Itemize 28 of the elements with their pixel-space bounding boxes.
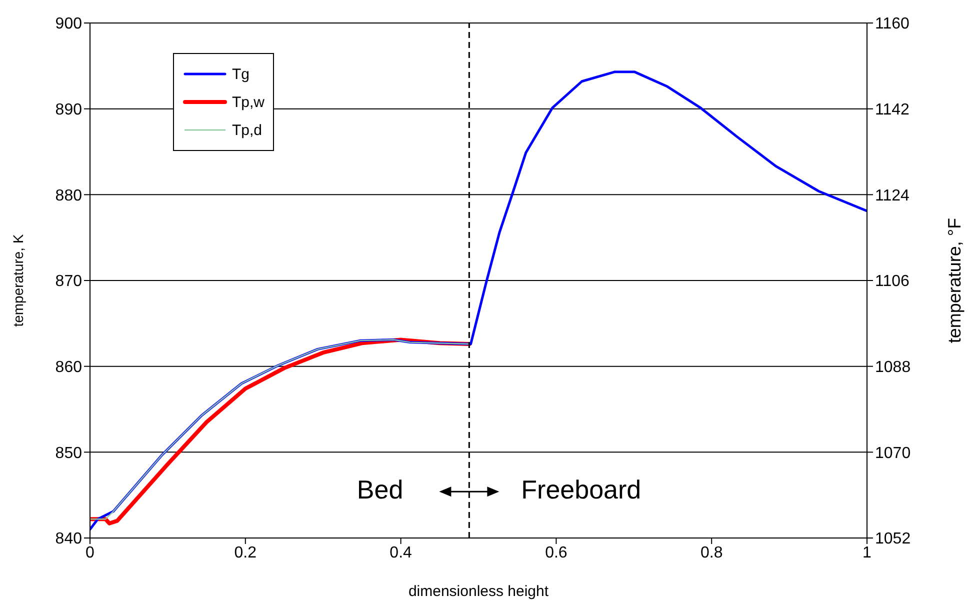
y2-tick-label: 1052 <box>875 530 911 548</box>
y2-axis-title: temperature, °F <box>944 218 964 344</box>
legend-label: Tp,d <box>232 122 262 138</box>
x-tick-label: 0 <box>86 544 95 562</box>
y-tick-label: 840 <box>55 530 82 548</box>
y-tick-label: 860 <box>55 359 82 376</box>
y2-tick-label: 1124 <box>875 187 910 204</box>
y-tick-label: 880 <box>55 187 82 204</box>
y-tick-label: 890 <box>55 102 82 119</box>
x-tick-label: 1 <box>862 544 872 562</box>
y2-tick-label: 1088 <box>875 359 911 376</box>
y-axis-title: temperature, K <box>10 234 26 327</box>
x-tick-label: 0.8 <box>700 544 723 562</box>
x-tick-label: 0.2 <box>234 544 257 562</box>
x-tick-label: 0.6 <box>545 544 568 562</box>
y2-tick-label: 1142 <box>875 102 910 119</box>
y2-tick-label: 1106 <box>875 273 910 290</box>
annotation: Bed <box>356 474 404 505</box>
y-tick-label: 900 <box>55 16 82 33</box>
y2-tick-label: 1160 <box>875 16 910 33</box>
legend-label: Tg <box>232 66 250 82</box>
legend-label: Tp,w <box>232 94 265 110</box>
y-tick-label: 850 <box>55 444 82 462</box>
y-tick-label: 870 <box>55 273 82 290</box>
y2-tick-label: 1070 <box>875 444 911 462</box>
x-tick-label: 0.4 <box>390 544 412 562</box>
annotation: Freeboard <box>521 474 642 505</box>
x-axis-title: dimensionless height <box>408 583 550 600</box>
